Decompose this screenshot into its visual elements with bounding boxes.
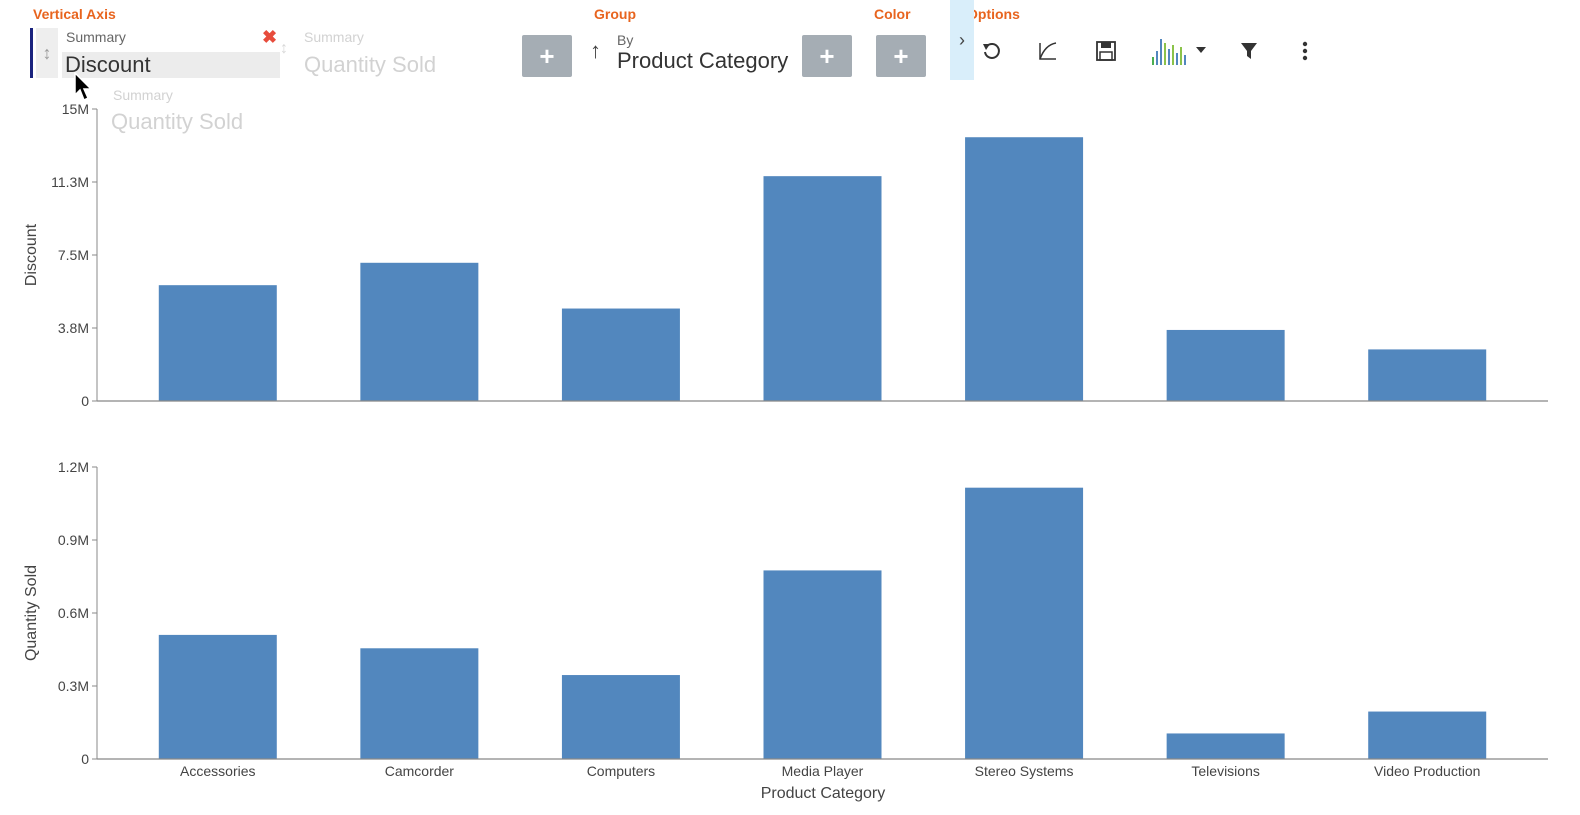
chart-type-icon[interactable] <box>1150 34 1210 68</box>
vertical-axis-field-value[interactable]: Discount <box>65 52 151 77</box>
vertical-axis-field-caption: Summary <box>66 29 126 45</box>
add-group-button[interactable]: + <box>802 35 852 77</box>
y-tick-label: 11.3M <box>51 174 89 190</box>
y-tick-label: 3.8M <box>58 320 89 336</box>
options-section-label: Options <box>967 6 1020 22</box>
bar <box>360 648 479 759</box>
remove-field-icon[interactable]: ✖ <box>262 27 278 47</box>
vertical-axis-field-box[interactable] <box>62 52 280 78</box>
add-color-button[interactable]: + <box>876 35 926 77</box>
filter-icon[interactable] <box>1232 34 1266 68</box>
x-tick-label: Stereo Systems <box>975 763 1074 779</box>
bar <box>763 570 882 759</box>
y-tick-label: 0.9M <box>58 532 89 548</box>
x-tick-label: Camcorder <box>385 763 455 779</box>
y-tick-label: 0 <box>81 393 89 409</box>
x-tick-label: Computers <box>587 763 655 779</box>
ghost-drag-handle-icon: ↕ <box>280 40 288 57</box>
y-tick-label: 0 <box>81 751 89 767</box>
bar <box>965 487 1084 759</box>
ghost-field-caption: Summary <box>304 29 364 45</box>
sort-ascending-icon[interactable]: ↑ <box>590 38 601 63</box>
bar <box>1166 329 1285 401</box>
undo-icon[interactable] <box>974 34 1008 68</box>
vertical-axis-section-label: Vertical Axis <box>33 6 116 22</box>
bar <box>1368 711 1487 759</box>
group-field-value[interactable]: Product Category <box>617 48 789 73</box>
more-icon[interactable] <box>1288 34 1322 68</box>
y-tick-label: 0.6M <box>58 605 89 621</box>
bar <box>360 262 479 401</box>
bar <box>561 308 680 401</box>
add-vertical-axis-button[interactable]: + <box>522 35 572 77</box>
drag-ghost-value: Quantity Sold <box>111 109 244 134</box>
x-tick-label: Accessories <box>180 763 255 779</box>
y-tick-label: 15M <box>62 101 89 117</box>
group-field-caption: By <box>617 32 634 48</box>
bar <box>763 176 882 401</box>
x-tick-label: Media Player <box>782 763 864 779</box>
drag-handle-icon[interactable]: ↕ <box>36 28 58 78</box>
bar <box>561 675 680 759</box>
expand-panel-button[interactable]: › <box>950 0 974 80</box>
bar <box>1368 349 1487 401</box>
drag-ghost-caption: Summary <box>113 87 173 103</box>
bar <box>158 285 277 401</box>
y-tick-label: 1.2M <box>58 459 89 475</box>
y-axis-title: Discount <box>23 223 40 286</box>
group-section-label: Group <box>594 6 636 22</box>
y-tick-label: 7.5M <box>58 247 89 263</box>
bar <box>1166 733 1285 759</box>
x-tick-label: Televisions <box>1191 763 1259 779</box>
x-tick-label: Video Production <box>1374 763 1480 779</box>
save-icon[interactable] <box>1089 34 1123 68</box>
bar <box>158 634 277 759</box>
x-axis-title: Product Category <box>761 785 886 802</box>
y-axis-title: Quantity Sold <box>23 565 40 661</box>
active-field-indicator <box>30 28 33 78</box>
mouse-cursor-icon <box>74 71 94 107</box>
ghost-field-value[interactable]: Quantity Sold <box>304 52 437 77</box>
bar <box>965 137 1084 401</box>
color-section-label: Color <box>874 6 911 22</box>
y-tick-label: 0.3M <box>58 678 89 694</box>
curve-icon[interactable] <box>1031 34 1065 68</box>
